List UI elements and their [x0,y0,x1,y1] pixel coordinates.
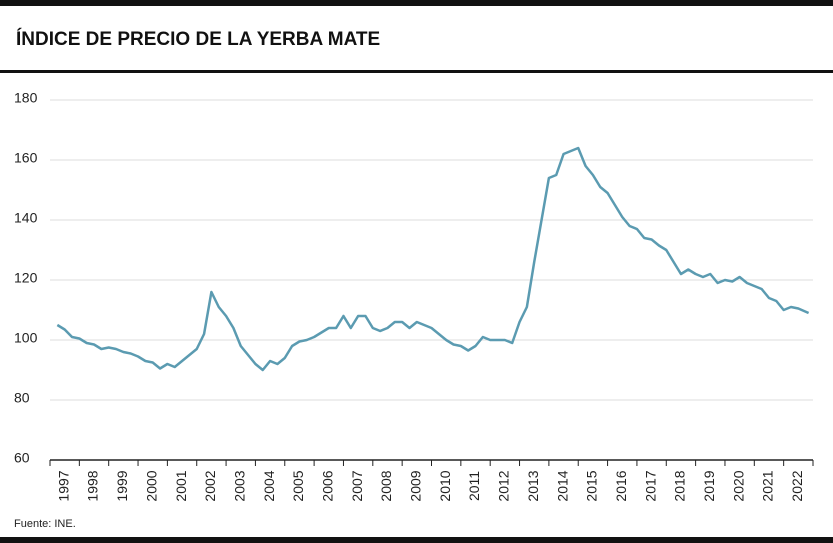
x-tick-label: 2018 [672,470,688,501]
x-tick-label: 2012 [496,470,512,501]
top-bar [0,0,833,6]
x-tick-label: 2010 [437,470,453,501]
y-tick-label: 160 [14,150,38,166]
source: Fuente: INE. [14,518,76,530]
x-tick-label: 2004 [261,470,277,501]
x-tick-label: 1998 [85,470,101,501]
chart-title: ÍNDICE DE PRECIO DE LA YERBA MATE [16,28,380,50]
x-tick-label: 2020 [730,470,746,501]
x-tick-label: 2003 [231,470,247,501]
x-tick-label: 2002 [202,470,218,501]
x-tick-label: 2016 [613,470,629,501]
x-tick-label: 2009 [408,470,424,501]
x-tick-label: 2000 [143,470,159,501]
x-tick-label: 1999 [114,470,130,501]
x-tick-label: 2017 [642,470,658,501]
x-tick-label: 2008 [378,470,394,501]
y-tick-label: 140 [14,210,38,226]
title-rule [0,70,833,73]
bottom-bar [0,537,833,543]
y-tick-label: 100 [14,330,38,346]
x-tick-label: 2014 [554,470,570,501]
x-tick-label: 2001 [173,470,189,501]
x-tick-label: 2019 [701,470,717,501]
x-tick-label: 2006 [319,470,335,501]
x-tick-label: 2007 [349,470,365,501]
x-tick-label: 2005 [290,470,306,501]
y-tick-label: 120 [14,270,38,286]
line [56,146,810,372]
x-tick-label: 2015 [584,470,600,501]
x-tick-label: 2022 [789,470,805,501]
y-tick-label: 80 [14,390,30,406]
y-tick-label: 180 [14,90,38,106]
x-tick-label: 2013 [525,470,541,501]
x-tick-label: 1997 [55,470,71,501]
y-tick-label: 60 [14,450,30,466]
x-tick-label: 2011 [466,471,482,501]
x-tick-label: 2021 [760,470,776,501]
